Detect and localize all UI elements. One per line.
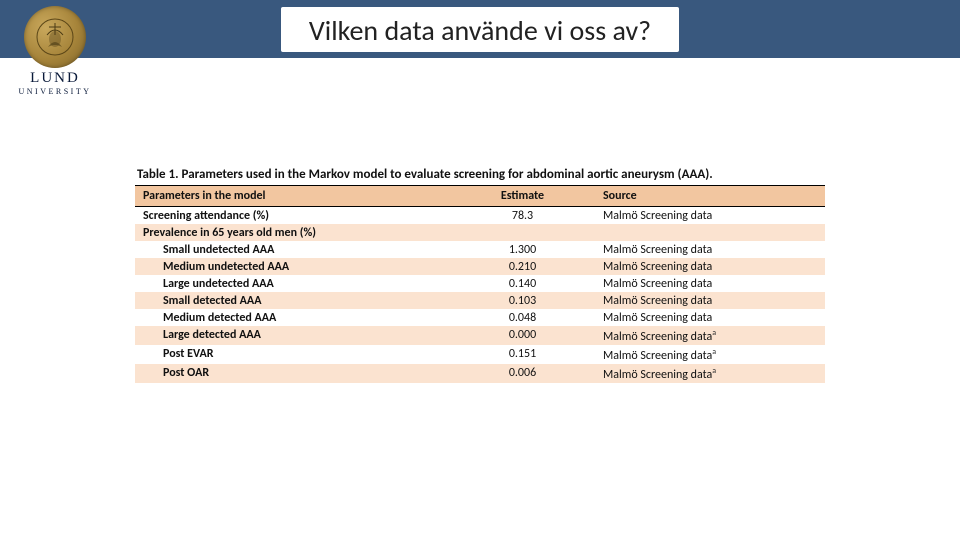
- table-row: Post OAR0.006Malmö Screening dataa: [135, 364, 825, 383]
- cell-source: Malmö Screening data: [595, 258, 825, 275]
- title-box: Vilken data använde vi oss av?: [281, 7, 679, 52]
- cell-parameter: Post OAR: [135, 364, 450, 383]
- table-row: Screening attendance (%)78.3Malmö Screen…: [135, 207, 825, 225]
- footnote-marker: a: [712, 366, 716, 376]
- cell-source: Malmö Screening dataa: [595, 364, 825, 383]
- page-title: Vilken data använde vi oss av?: [309, 13, 651, 48]
- cell-source: Malmö Screening dataa: [595, 345, 825, 364]
- seal-icon: [24, 6, 86, 68]
- university-name: LUND: [10, 70, 100, 87]
- table-row: Medium detected AAA0.048Malmö Screening …: [135, 309, 825, 326]
- table-body: Screening attendance (%)78.3Malmö Screen…: [135, 207, 825, 384]
- cell-parameter: Medium detected AAA: [135, 309, 450, 326]
- col-source: Source: [595, 186, 825, 207]
- cell-estimate: 0.140: [450, 275, 595, 292]
- footnote-marker: a: [712, 347, 716, 357]
- cell-source: [595, 224, 825, 241]
- cell-estimate: 0.006: [450, 364, 595, 383]
- cell-estimate: 0.103: [450, 292, 595, 309]
- table-caption: Table 1. Parameters used in the Markov m…: [135, 164, 825, 186]
- data-table: Parameters in the model Estimate Source …: [135, 186, 825, 383]
- table-row: Large detected AAA0.000Malmö Screening d…: [135, 326, 825, 345]
- caption-prefix: Table 1.: [137, 167, 179, 182]
- cell-parameter: Prevalence in 65 years old men (%): [135, 224, 450, 241]
- cell-parameter: Large undetected AAA: [135, 275, 450, 292]
- table-row: Post EVAR0.151Malmö Screening dataa: [135, 345, 825, 364]
- footnote-marker: a: [712, 328, 716, 338]
- cell-estimate: 0.151: [450, 345, 595, 364]
- cell-parameter: Screening attendance (%): [135, 207, 450, 225]
- cell-estimate: 0.210: [450, 258, 595, 275]
- cell-source: Malmö Screening data: [595, 309, 825, 326]
- col-parameters: Parameters in the model: [135, 186, 450, 207]
- cell-source: Malmö Screening data: [595, 275, 825, 292]
- cell-source: Malmö Screening data: [595, 241, 825, 258]
- cell-parameter: Small undetected AAA: [135, 241, 450, 258]
- table-row: Small detected AAA0.103Malmö Screening d…: [135, 292, 825, 309]
- cell-estimate: 1.300: [450, 241, 595, 258]
- cell-estimate: 0.048: [450, 309, 595, 326]
- cell-parameter: Large detected AAA: [135, 326, 450, 345]
- cell-parameter: Post EVAR: [135, 345, 450, 364]
- cell-parameter: Medium undetected AAA: [135, 258, 450, 275]
- cell-source: Malmö Screening dataa: [595, 326, 825, 345]
- university-sub: UNIVERSITY: [10, 87, 100, 96]
- col-estimate: Estimate: [450, 186, 595, 207]
- cell-parameter: Small detected AAA: [135, 292, 450, 309]
- table-row: Medium undetected AAA0.210Malmö Screenin…: [135, 258, 825, 275]
- university-logo: LUND UNIVERSITY: [10, 6, 100, 96]
- caption-text: Parameters used in the Markov model to e…: [182, 167, 713, 182]
- cell-estimate: 0.000: [450, 326, 595, 345]
- table-row: Large undetected AAA0.140Malmö Screening…: [135, 275, 825, 292]
- cell-estimate: [450, 224, 595, 241]
- table-row: Prevalence in 65 years old men (%): [135, 224, 825, 241]
- parameters-table: Table 1. Parameters used in the Markov m…: [135, 164, 825, 383]
- table-header-row: Parameters in the model Estimate Source: [135, 186, 825, 207]
- cell-estimate: 78.3: [450, 207, 595, 225]
- title-bar: Vilken data använde vi oss av?: [0, 0, 960, 58]
- table-row: Small undetected AAA1.300Malmö Screening…: [135, 241, 825, 258]
- cell-source: Malmö Screening data: [595, 207, 825, 225]
- cell-source: Malmö Screening data: [595, 292, 825, 309]
